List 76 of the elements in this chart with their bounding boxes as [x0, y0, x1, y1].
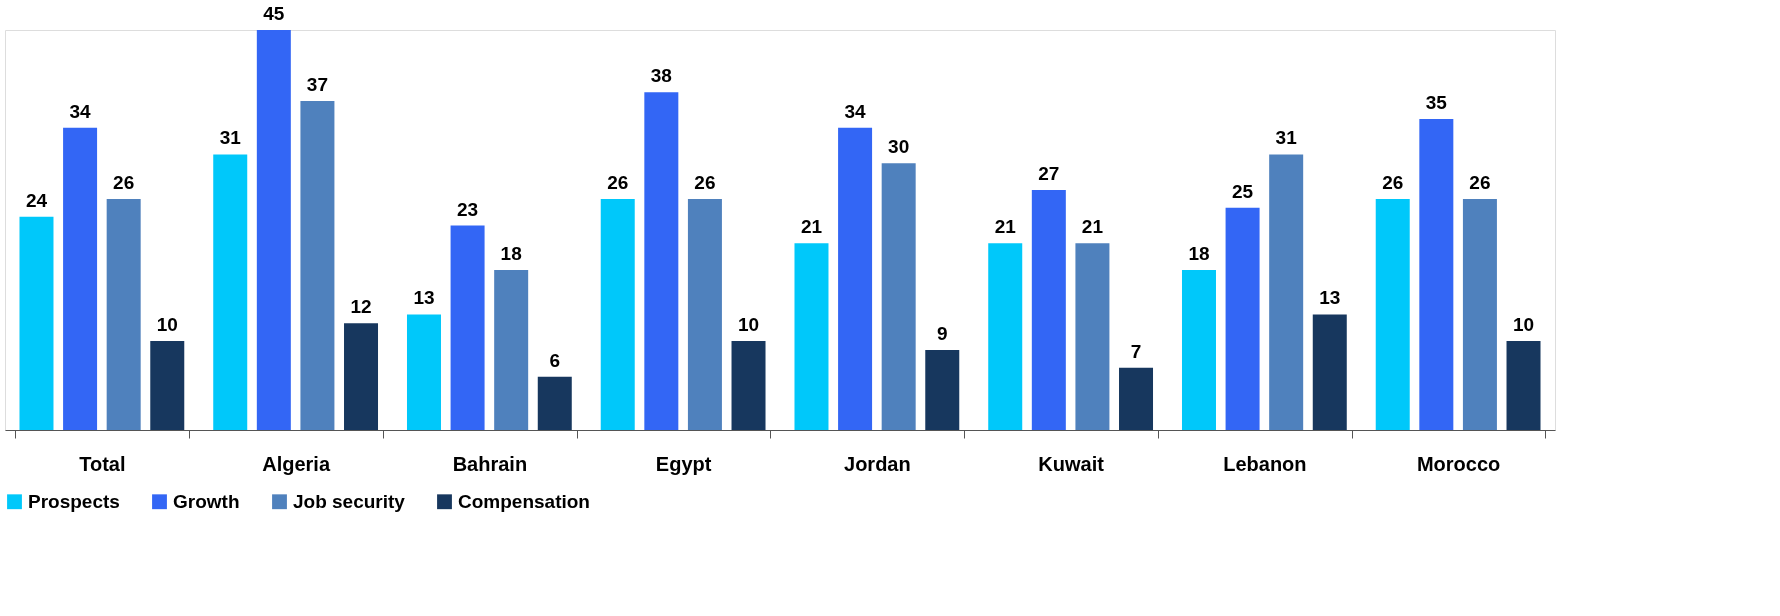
- bar: [344, 323, 379, 430]
- data-label: 25: [1232, 180, 1254, 202]
- x-tick-label: Lebanon: [1223, 452, 1307, 475]
- bar: [1462, 198, 1497, 430]
- bar: [1375, 198, 1410, 430]
- bar: [19, 216, 54, 430]
- data-label: 26: [113, 171, 135, 193]
- bar: [1075, 243, 1110, 430]
- bar: [731, 341, 766, 430]
- data-label: 38: [650, 65, 672, 87]
- data-label: 37: [306, 74, 328, 96]
- bar: [213, 154, 248, 430]
- x-tick-label: Kuwait: [1038, 452, 1105, 475]
- bar: [1181, 270, 1216, 430]
- bar: [838, 127, 873, 430]
- bar: [1506, 341, 1541, 430]
- bar: [300, 101, 335, 430]
- bar: [1419, 118, 1454, 430]
- data-label: 10: [1512, 314, 1535, 336]
- data-label: 31: [219, 127, 242, 149]
- data-label: 30: [888, 136, 910, 158]
- x-tick-label: Egypt: [655, 452, 712, 475]
- x-tick-label: Jordan: [844, 452, 911, 475]
- bar: [881, 163, 916, 430]
- data-label: 21: [994, 216, 1017, 238]
- legend-label: Compensation: [458, 490, 590, 512]
- legend-label: Job security: [293, 490, 406, 512]
- bar: [256, 30, 291, 430]
- data-label: 21: [800, 216, 823, 238]
- data-label: 7: [1130, 340, 1142, 362]
- legend-label: Prospects: [28, 490, 120, 512]
- bar: [494, 270, 529, 430]
- x-tick-label: Total: [79, 452, 126, 475]
- data-label: 6: [549, 349, 561, 371]
- bar: [106, 198, 141, 430]
- bar: [925, 350, 960, 430]
- data-label: 9: [936, 323, 948, 344]
- bar: [450, 225, 485, 430]
- bar: [406, 314, 441, 430]
- data-label: 18: [500, 243, 522, 264]
- data-label: 26: [694, 171, 716, 193]
- legend-label: Growth: [173, 490, 240, 512]
- data-label: 10: [737, 314, 760, 336]
- bar: [600, 198, 635, 430]
- data-label: 26: [1469, 171, 1491, 193]
- data-label: 26: [1382, 171, 1404, 193]
- x-tick-label: Algeria: [262, 452, 331, 475]
- x-tick-label: Morocco: [1416, 452, 1501, 475]
- data-label: 34: [69, 100, 92, 122]
- data-label: 12: [350, 296, 372, 318]
- bar: [537, 376, 572, 430]
- bar: [150, 341, 185, 430]
- bar: [1119, 367, 1154, 430]
- data-label: 35: [1425, 91, 1448, 113]
- data-label: 31: [1275, 127, 1298, 149]
- bar: [1269, 154, 1304, 430]
- bar: [1225, 207, 1260, 430]
- data-label: 34: [844, 100, 867, 122]
- bar: [988, 243, 1023, 430]
- x-tick-label: Bahrain: [452, 452, 528, 475]
- data-label: 45: [263, 3, 285, 24]
- data-label: 18: [1188, 243, 1210, 264]
- bar: [644, 92, 679, 430]
- data-label: 13: [413, 287, 435, 309]
- bar: [1312, 314, 1347, 430]
- data-label: 24: [25, 189, 48, 211]
- bar: [687, 198, 722, 430]
- data-label: 21: [1081, 216, 1104, 238]
- data-label: 10: [156, 314, 178, 336]
- data-label: 13: [1319, 287, 1341, 309]
- bar: [794, 243, 829, 430]
- bar: [63, 127, 98, 430]
- bar: [1031, 190, 1066, 430]
- data-label: 26: [607, 171, 629, 193]
- data-label: 23: [457, 198, 479, 220]
- data-label: 27: [1038, 163, 1060, 184]
